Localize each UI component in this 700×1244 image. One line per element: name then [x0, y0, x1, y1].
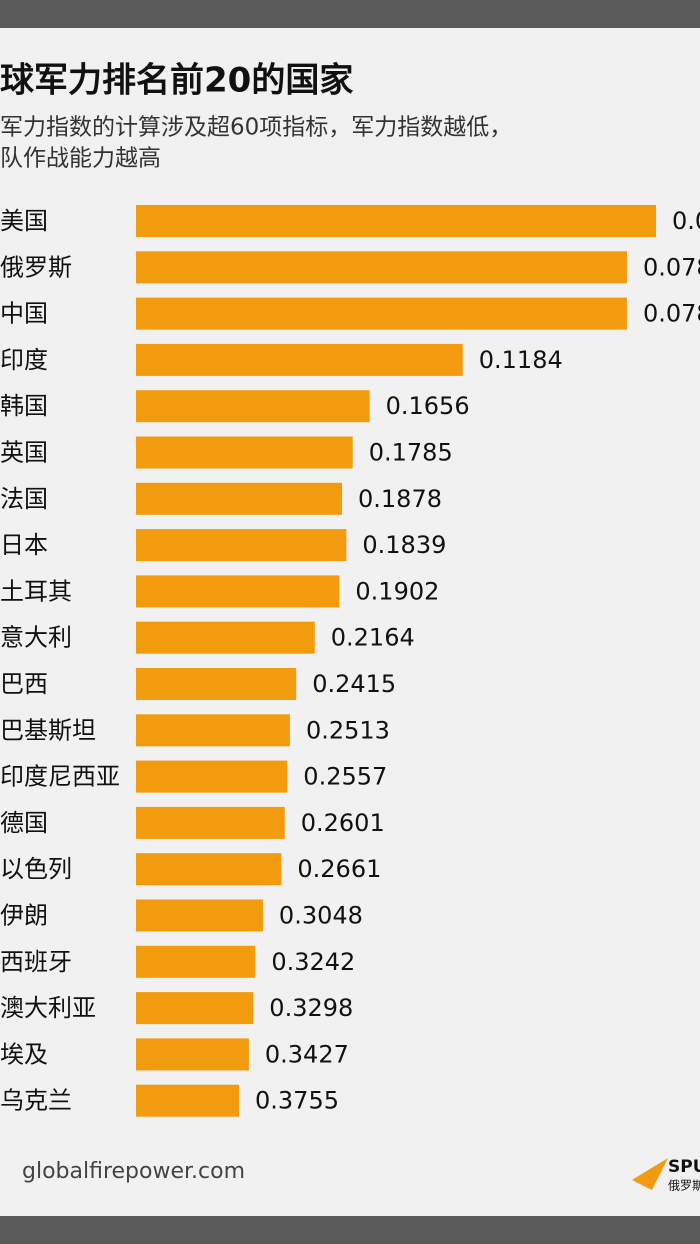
value-label: 0.2164 — [331, 624, 415, 652]
category-label: 韩国 — [0, 392, 48, 420]
subtitle: 军力指数的计算涉及超60项指标，军力指数越低， — [0, 115, 512, 141]
category-label: 澳大利亚 — [0, 994, 96, 1022]
value-label: 0.1902 — [355, 577, 439, 605]
bar — [136, 343, 463, 376]
category-label: 印度 — [0, 346, 48, 374]
category-label: 意大利 — [0, 624, 72, 652]
value-label: 0.2661 — [297, 855, 381, 883]
bar — [136, 1038, 249, 1071]
subtitle: 队作战能力越高 — [0, 146, 161, 172]
bar — [136, 251, 627, 284]
value-label: 0.3242 — [271, 948, 355, 976]
bar — [136, 992, 254, 1025]
category-label: 西班牙 — [0, 948, 72, 976]
top-strip — [0, 0, 700, 28]
value-label: 0.0744 — [672, 207, 700, 235]
value-label: 0.1878 — [358, 485, 442, 513]
value-label: 0.2415 — [312, 670, 396, 698]
bar — [136, 529, 347, 562]
bar — [136, 668, 297, 700]
category-label: 伊朗 — [0, 902, 48, 930]
category-label: 土耳其 — [0, 577, 72, 605]
bar — [136, 482, 343, 515]
category-label: 印度尼西亚 — [0, 763, 120, 791]
category-label: 俄罗斯 — [0, 253, 72, 281]
bottom-strip — [0, 1216, 700, 1244]
category-label: 美国 — [0, 207, 48, 235]
bar — [136, 436, 353, 469]
bar — [136, 899, 263, 932]
value-label: 0.0788 — [643, 253, 700, 281]
logo-subtext: 俄罗斯 — [668, 1179, 700, 1193]
category-label: 埃及 — [0, 1040, 48, 1068]
value-label: 0.3427 — [265, 1040, 349, 1068]
logo-text: SPU — [668, 1157, 700, 1177]
value-label: 0.3755 — [255, 1087, 339, 1115]
bar — [136, 205, 656, 237]
value-label: 0.3298 — [269, 994, 353, 1022]
category-label: 乌克兰 — [0, 1087, 72, 1115]
value-label: 0.1656 — [386, 392, 470, 420]
category-label: 德国 — [0, 809, 48, 837]
value-label: 0.2513 — [306, 716, 390, 744]
logo-icon — [632, 1158, 668, 1190]
bar — [136, 297, 627, 330]
category-label: 日本 — [0, 531, 48, 559]
category-label: 巴西 — [0, 670, 48, 698]
bar — [136, 390, 370, 423]
category-label: 以色列 — [0, 855, 72, 883]
bar — [136, 945, 256, 978]
category-label: 巴基斯坦 — [0, 716, 96, 744]
value-label: 0.3048 — [279, 902, 363, 930]
value-label: 0.1839 — [362, 531, 446, 559]
bar — [136, 806, 285, 839]
category-label: 法国 — [0, 485, 48, 513]
bar — [136, 714, 290, 747]
bar — [136, 575, 340, 608]
value-label: 0.0788 — [643, 300, 700, 328]
chart-title: 球军力排名前20的国家 — [0, 61, 353, 101]
category-label: 中国 — [0, 300, 48, 328]
category-label: 英国 — [0, 439, 48, 467]
bar — [136, 853, 282, 886]
bar — [136, 760, 288, 793]
value-label: 0.1785 — [369, 439, 453, 467]
value-label: 0.2601 — [301, 809, 385, 837]
source: globalfirepower.com — [22, 1159, 245, 1184]
bar — [136, 1084, 240, 1117]
bar — [136, 621, 315, 654]
value-label: 0.1184 — [479, 346, 563, 374]
value-label: 0.2557 — [303, 763, 387, 791]
